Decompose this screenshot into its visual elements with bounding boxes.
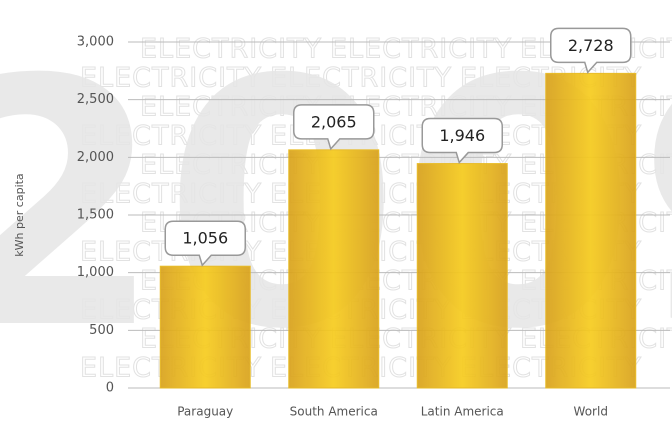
value-label: 2,728: [568, 36, 614, 55]
callout: [164, 220, 246, 267]
x-tick-label: Paraguay: [177, 405, 233, 419]
x-tick-label: Latin America: [421, 405, 504, 419]
value-label: 1,056: [182, 229, 228, 248]
value-label: 1,946: [439, 126, 485, 145]
y-tick-label: 1,000: [77, 265, 114, 280]
y-axis-label: kWh per capita: [13, 173, 26, 256]
y-tick-label: 2,500: [77, 92, 114, 107]
watermark-word: ELECTRICITY: [270, 63, 452, 94]
y-tick-label: 2,000: [77, 150, 114, 165]
x-tick-label: South America: [290, 405, 378, 419]
watermark-word: ELECTRICITY: [80, 179, 262, 210]
bars: Paraguay 1,056 South America 2,065 Latin Ame…: [159, 27, 637, 419]
callout: [550, 27, 632, 74]
bar: [545, 72, 637, 389]
y-tick-label: 3,000: [77, 35, 114, 50]
y-tick-label: 0: [106, 381, 114, 396]
bar: [288, 149, 380, 389]
bar: [416, 163, 508, 389]
y-tick-label: 1,500: [77, 208, 114, 223]
watermark-word: ELECTRICITY: [330, 34, 512, 65]
callout: [421, 117, 503, 165]
callout: [293, 104, 375, 151]
watermark-word: ELECTRICITY: [80, 121, 262, 152]
x-tick-label: World: [574, 405, 608, 419]
y-tick-label: 500: [89, 323, 114, 338]
value-label: 2,065: [311, 112, 357, 131]
watermark-word: ELECTRICITY: [140, 34, 322, 65]
bar: [159, 265, 251, 389]
watermark-word: ELECTRICITY: [140, 92, 322, 123]
watermark-word: ELECTRICITY: [80, 63, 262, 94]
